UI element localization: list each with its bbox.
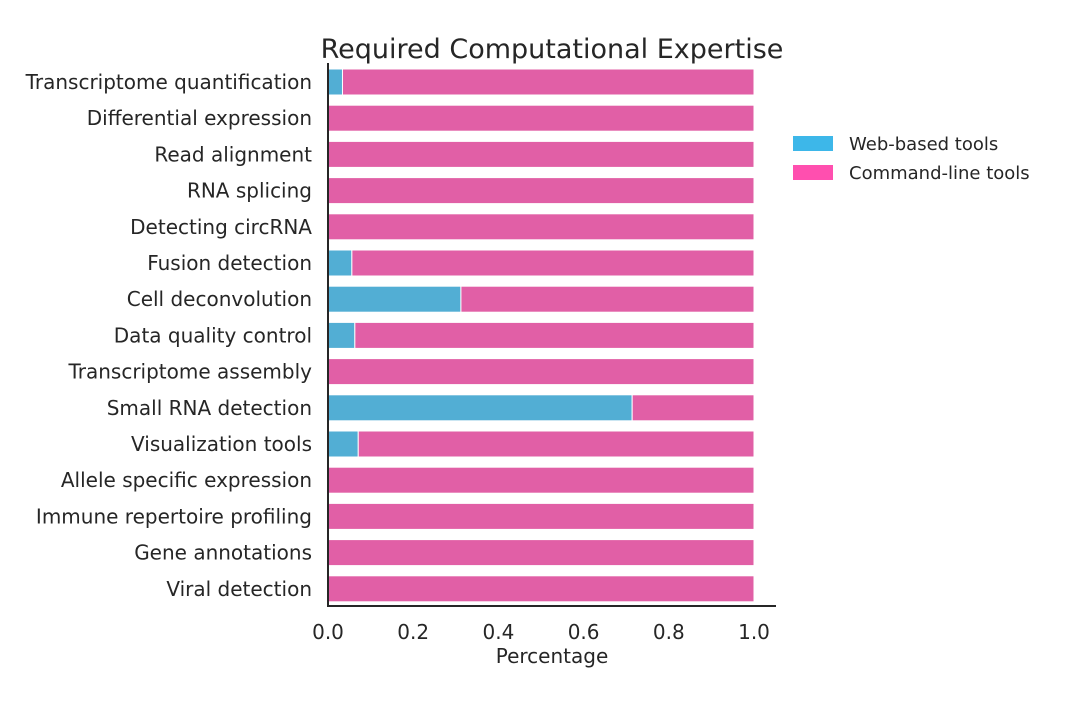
x-tick-label: 0.6 bbox=[568, 620, 600, 644]
x-tick-label: 0.4 bbox=[482, 620, 514, 644]
x-tick-label: 1.0 bbox=[738, 620, 770, 644]
category-label: Transcriptome quantification bbox=[25, 70, 312, 94]
legend-label: Web-based tools bbox=[849, 134, 998, 155]
category-label: Data quality control bbox=[114, 323, 312, 347]
bar-cli-10 bbox=[357, 430, 755, 458]
bar-cli-3 bbox=[327, 177, 755, 205]
category-label: Gene annotations bbox=[134, 541, 312, 565]
bar-cli-2 bbox=[327, 140, 755, 168]
bar-web-0 bbox=[327, 68, 343, 96]
category-label: Small RNA detection bbox=[107, 396, 312, 420]
legend-swatch bbox=[793, 165, 833, 180]
x-tick-label: 0.8 bbox=[653, 620, 685, 644]
category-label: Cell deconvolution bbox=[127, 287, 312, 311]
x-axis-title: Percentage bbox=[496, 644, 609, 668]
category-label: Read alignment bbox=[154, 142, 312, 166]
bar-web-7 bbox=[327, 321, 356, 349]
bars-group bbox=[327, 68, 755, 603]
bar-web-5 bbox=[327, 249, 353, 277]
bar-web-9 bbox=[327, 394, 633, 422]
category-label: Viral detection bbox=[166, 577, 312, 601]
bar-cli-9 bbox=[631, 394, 755, 422]
bar-cli-1 bbox=[327, 104, 755, 132]
category-label: Transcriptome assembly bbox=[67, 360, 312, 384]
category-label: Differential expression bbox=[87, 106, 312, 130]
bar-cli-8 bbox=[327, 358, 755, 386]
bar-cli-4 bbox=[327, 213, 755, 241]
legend-swatch bbox=[793, 136, 833, 151]
bar-cli-6 bbox=[460, 285, 755, 313]
category-label: Detecting circRNA bbox=[130, 215, 312, 239]
legend: Web-based tools Command-line tools bbox=[793, 134, 1030, 184]
category-label: Visualization tools bbox=[131, 432, 312, 456]
bar-cli-7 bbox=[354, 321, 755, 349]
x-tick-label: 0.2 bbox=[397, 620, 429, 644]
chart-title: Required Computational Expertise bbox=[321, 34, 784, 65]
category-label: RNA splicing bbox=[187, 179, 312, 203]
bar-cli-13 bbox=[327, 539, 755, 567]
bar-cli-11 bbox=[327, 466, 755, 494]
bar-cli-5 bbox=[351, 249, 755, 277]
category-labels: Transcriptome quantification Differential… bbox=[25, 70, 313, 601]
category-label: Immune repertoire profiling bbox=[36, 504, 312, 528]
category-label: Allele specific expression bbox=[61, 468, 312, 492]
bar-cli-14 bbox=[327, 575, 755, 603]
bar-web-10 bbox=[327, 430, 359, 458]
x-tick-label: 0.0 bbox=[312, 620, 344, 644]
bar-cli-0 bbox=[341, 68, 755, 96]
bar-cli-12 bbox=[327, 502, 755, 530]
category-label: Fusion detection bbox=[147, 251, 312, 275]
x-axis-ticks: 0.0 0.2 0.4 0.6 0.8 1.0 bbox=[312, 620, 770, 644]
bar-web-6 bbox=[327, 285, 462, 313]
legend-label: Command-line tools bbox=[849, 163, 1030, 184]
